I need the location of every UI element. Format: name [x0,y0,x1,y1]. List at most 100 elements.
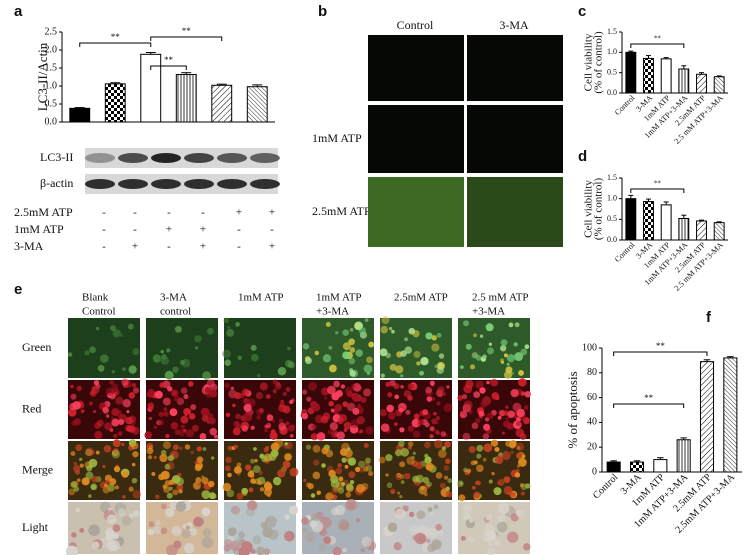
micrograph [378,439,453,500]
cell [429,434,434,439]
cell [94,431,103,439]
cell [92,409,97,414]
y-tick-label: 2.0 [45,44,58,55]
cell [160,527,168,535]
error-bar [680,437,687,440]
cell [482,354,487,359]
cell [404,346,413,354]
cell [67,352,73,357]
cell [187,521,193,527]
cell [345,483,354,491]
cell [434,364,438,369]
cell [112,524,121,532]
cell [431,343,440,352]
cell [241,487,248,495]
cell [348,471,356,479]
cell [223,317,230,324]
cell [479,387,486,394]
cell [160,449,167,456]
cell [336,431,345,440]
cell [232,427,241,436]
cell [485,514,492,521]
cell [164,463,171,470]
cell [400,350,407,357]
cell [158,392,163,396]
cell [165,433,170,439]
cell [282,405,291,414]
cell [277,367,287,376]
cell [429,511,435,517]
cell [480,400,488,408]
cell [475,354,482,361]
cell [342,329,349,336]
cell [102,486,110,494]
cell [335,467,343,475]
cell [349,347,356,353]
cell [330,430,339,439]
cell [250,458,255,464]
cell [257,480,262,486]
cell [473,491,481,499]
cell [342,548,347,553]
treatment-mark: - [133,207,137,219]
error-bar [716,221,722,223]
cell [226,325,231,330]
cell [445,490,453,498]
cell [424,456,432,464]
cell [194,346,199,350]
treatment-mark: - [167,207,171,219]
cell [256,415,261,420]
cell [431,397,436,401]
cell [289,467,299,477]
bar [69,107,91,123]
cell [190,450,194,455]
cell [343,428,348,432]
cell [191,424,199,432]
cell [79,463,84,468]
cell [478,410,484,417]
cell [360,547,366,553]
cell [148,445,153,450]
bar [676,439,691,473]
cell [330,408,335,413]
cell [271,419,276,423]
error-bar [703,359,711,362]
cell [266,394,271,399]
cell [434,429,440,435]
cell [222,482,232,492]
cell [301,517,309,525]
cell [363,364,373,374]
error-bar [110,82,121,84]
significance-bracket [150,65,187,70]
row-label: 1mM ATP [312,131,362,145]
cell [162,397,171,406]
cell [243,403,252,412]
cell [342,351,351,360]
y-axis-label: LC3-II/Actin [35,42,50,111]
cell [104,422,113,431]
cell [433,504,439,510]
cell [488,542,493,548]
y-axis-label: Cell viability [583,180,595,238]
cell [470,364,476,370]
cell [459,410,468,419]
cell [163,407,168,412]
cell [324,396,328,400]
cell [97,364,105,372]
cell [254,458,258,463]
cell [93,379,100,386]
cell [151,471,156,476]
cell [235,413,241,420]
cell [174,395,180,402]
cell [172,444,179,451]
column-label: 1mM ATP [238,292,284,304]
cell [152,354,162,363]
cell [491,392,500,400]
cell [224,382,230,389]
cell [311,403,321,412]
cell [441,446,446,451]
cell [109,428,114,432]
cell [274,438,284,448]
cell [178,429,186,437]
micrograph [379,316,452,378]
